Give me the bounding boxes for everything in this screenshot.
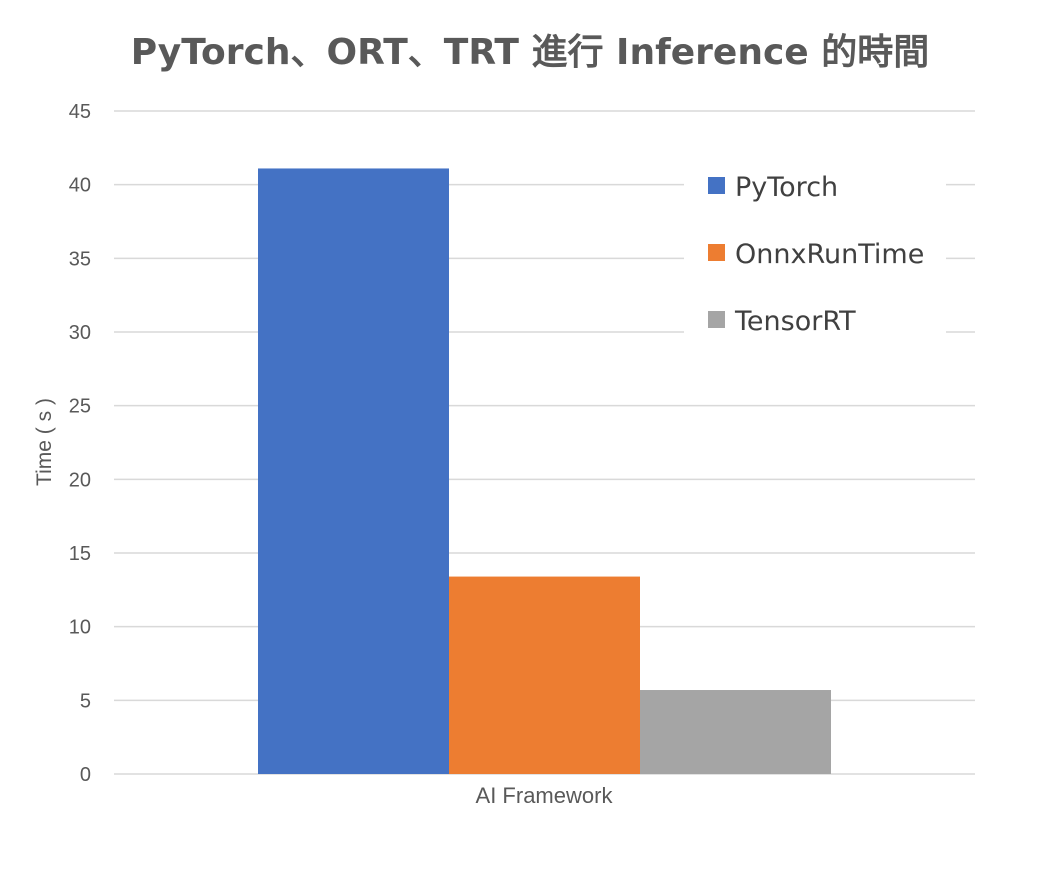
legend-label-onnxruntime: OnnxRunTime [735,239,924,270]
gridlines [114,110,975,775]
y-tick-label: 45 [69,101,91,123]
y-tick-label: 15 [69,543,91,565]
y-axis-title: Time ( s ) [33,398,56,486]
y-tick-label: 30 [69,322,91,344]
legend-swatch-tensorrt [708,311,725,328]
chart-title: PyTorch、ORT、TRT 進行 Inference 的時間 [131,32,930,73]
bar-pytorch [258,168,449,774]
bar-onnxruntime [449,576,640,774]
bars [258,168,831,774]
y-tick-label: 35 [69,248,91,270]
legend-swatch-pytorch [708,177,725,194]
y-tick-label: 25 [69,396,91,418]
y-tick-label: 40 [69,175,91,197]
bar-tensorrt [640,690,831,774]
y-axis-ticks: 0 5 10 15 20 25 30 35 40 45 [69,101,91,786]
legend: PyTorch OnnxRunTime TensorRT [708,172,924,337]
y-tick-label: 10 [69,617,91,639]
x-axis-category-label: AI Framework [476,783,614,808]
legend-label-pytorch: PyTorch [735,172,838,203]
y-tick-label: 5 [80,690,91,712]
legend-swatch-onnxruntime [708,244,725,261]
y-tick-label: 0 [80,764,91,786]
y-tick-label: 20 [69,469,91,491]
legend-label-tensorrt: TensorRT [734,306,856,337]
